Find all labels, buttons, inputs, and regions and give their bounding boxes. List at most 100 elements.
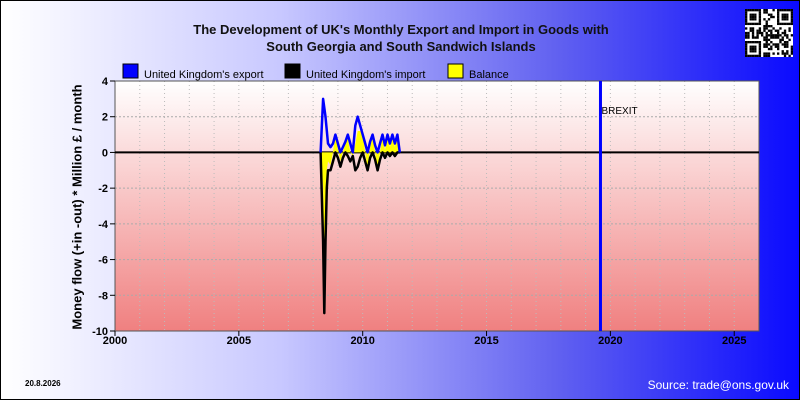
qr-module (745, 47, 748, 51)
qr-module (765, 52, 768, 55)
qr-module (747, 9, 750, 12)
qr-module (758, 29, 762, 32)
qr-module (763, 29, 766, 32)
qr-module (756, 41, 759, 44)
qr-module (770, 31, 773, 35)
qr-module (758, 52, 762, 55)
qr-module (774, 36, 778, 39)
qr-module (788, 9, 791, 12)
qr-module (754, 54, 757, 57)
qr-module (754, 41, 757, 44)
qr-module (758, 45, 762, 48)
source-link[interactable]: Source: trade@ons.gov.uk (647, 378, 789, 392)
legend-label-balance: Balance (469, 69, 509, 81)
qr-module (765, 25, 768, 28)
qr-module (767, 43, 771, 46)
x-tick-label: 2025 (722, 335, 746, 347)
qr-module (749, 18, 752, 21)
qr-module (758, 11, 762, 14)
qr-module (751, 15, 755, 19)
qr-module (770, 45, 773, 48)
qr-module (763, 54, 766, 57)
y-tick-label: -10 (92, 326, 108, 338)
qr-module (751, 13, 755, 16)
qr-module (756, 31, 759, 35)
qr-module (745, 50, 748, 53)
y-tick-label: -6 (98, 255, 108, 267)
qr-module (756, 54, 759, 57)
qr-module (786, 36, 789, 39)
qr-module (783, 22, 787, 26)
qr-module (790, 9, 793, 12)
qr-module (758, 18, 762, 21)
y-tick-label: -4 (98, 219, 109, 231)
qr-module (767, 25, 771, 28)
qr-module (745, 54, 748, 57)
qr-module (767, 54, 771, 57)
qr-module (772, 15, 775, 19)
qr-module (745, 18, 748, 21)
qr-module (758, 43, 762, 46)
qr-module (758, 41, 762, 44)
qr-module (765, 11, 768, 14)
qr-code-icon[interactable] (745, 9, 793, 57)
legend-label-import: United Kingdom's import (306, 69, 426, 81)
legend-label-export: United Kingdom's export (144, 69, 264, 81)
y-tick-label: 2 (102, 112, 108, 124)
qr-module (763, 27, 766, 30)
qr-module (783, 29, 787, 32)
qr-module (751, 36, 755, 39)
qr-module (783, 13, 787, 16)
legend-swatch-import (284, 63, 301, 79)
qr-module (781, 31, 784, 35)
qr-module (783, 54, 787, 57)
qr-module (758, 54, 762, 57)
qr-module (788, 38, 791, 42)
qr-module (751, 47, 755, 51)
qr-module (781, 50, 784, 53)
qr-module (749, 29, 752, 32)
qr-module (745, 9, 748, 12)
qr-module (758, 15, 762, 19)
qr-module (774, 45, 778, 48)
qr-module (745, 45, 748, 48)
qr-module (788, 27, 791, 30)
qr-module (783, 15, 787, 19)
qr-module (765, 22, 768, 26)
qr-module (767, 52, 771, 55)
series-balance-area (320, 131, 400, 260)
qr-module (783, 45, 787, 48)
y-tick-label: 4 (102, 76, 109, 88)
x-tick-label: 2005 (227, 335, 251, 347)
legend: United Kingdom's export United Kingdom's … (122, 63, 509, 81)
qr-module (783, 31, 787, 35)
qr-module (754, 18, 757, 21)
brexit-label: BREXIT (601, 106, 637, 117)
qr-module (790, 52, 793, 55)
qr-module (777, 29, 780, 32)
qr-module (781, 15, 784, 19)
qr-module (781, 9, 784, 12)
qr-module (786, 18, 789, 21)
qr-module (751, 34, 755, 37)
qr-module (783, 41, 787, 44)
qr-module (783, 18, 787, 21)
qr-module (754, 36, 757, 39)
qr-module (783, 34, 787, 37)
qr-module (777, 22, 780, 26)
qr-module (758, 20, 762, 23)
qr-module (758, 50, 762, 53)
qr-module (770, 15, 773, 19)
qr-module (749, 50, 752, 53)
qr-module (751, 27, 755, 30)
qr-module (756, 29, 759, 32)
qr-module (790, 20, 793, 23)
qr-module (751, 9, 755, 12)
qr-module (765, 31, 768, 35)
qr-module (745, 15, 748, 19)
qr-module (749, 13, 752, 16)
y-axis-label: Money flow (+in -out) * Million £ / mont… (69, 84, 85, 330)
qr-module (756, 36, 759, 39)
qr-module (774, 34, 778, 37)
